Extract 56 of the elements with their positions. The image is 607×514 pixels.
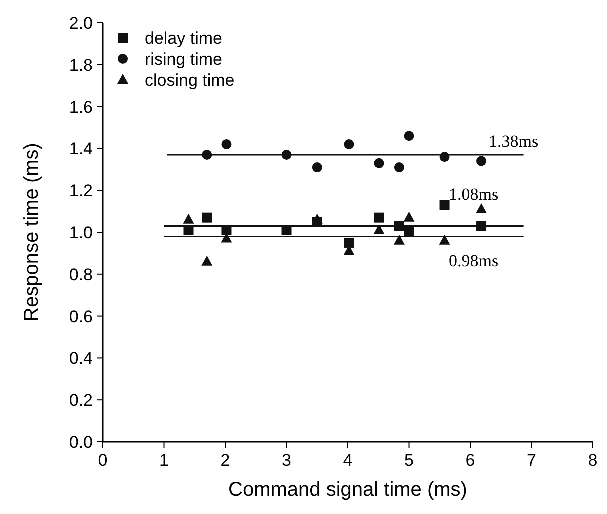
x-tick-label: 3	[282, 451, 292, 470]
point	[184, 225, 194, 236]
point	[374, 224, 385, 234]
y-tick-label: 1.2	[69, 182, 93, 201]
y-axis-title: Response time (ms)	[21, 143, 43, 322]
point	[404, 212, 415, 222]
point	[440, 200, 450, 210]
point	[202, 150, 212, 160]
point	[439, 234, 450, 245]
y-tick-label: 0.6	[69, 307, 93, 326]
point	[394, 221, 404, 232]
annotation: 1.38ms	[488, 132, 539, 151]
legend-label: rising time	[145, 50, 222, 69]
point	[394, 162, 404, 173]
point	[344, 140, 354, 150]
y-tick-label: 2.0	[69, 14, 93, 33]
point	[404, 131, 414, 142]
x-tick-label: 4	[343, 451, 353, 470]
y-tick-label: 1.8	[69, 56, 93, 75]
point	[394, 234, 405, 245]
point	[312, 217, 322, 228]
y-tick-label: 1.0	[69, 224, 93, 242]
x-tick-label: 1	[160, 451, 169, 470]
point	[282, 225, 292, 236]
y-tick-label: 0.4	[69, 349, 93, 368]
legend-label: closing time	[145, 71, 235, 90]
y-tick-label: 1.6	[69, 98, 93, 117]
point	[374, 212, 384, 223]
point	[344, 238, 354, 248]
y-tick-label: 0.8	[69, 265, 93, 284]
x-tick-label: 0	[98, 451, 108, 470]
y-tick-label: 0.0	[69, 433, 93, 452]
x-axis-title: Command signal time (ms)	[228, 479, 468, 501]
annotation: 0.98ms	[448, 252, 499, 271]
point	[476, 203, 488, 214]
point	[183, 214, 194, 224]
point	[374, 158, 384, 168]
x-tick-label: 7	[527, 451, 536, 470]
point	[282, 150, 292, 160]
point	[440, 152, 450, 162]
x-tick-label: 5	[404, 451, 414, 470]
point	[222, 140, 232, 150]
point	[202, 212, 212, 223]
annotation: 1.08ms	[448, 185, 499, 204]
legend-label: delay time	[145, 29, 222, 48]
point	[222, 225, 232, 236]
x-tick-label: 2	[220, 451, 230, 470]
point	[312, 162, 322, 173]
point	[476, 156, 487, 166]
point	[404, 228, 414, 238]
y-tick-label: 1.4	[69, 140, 93, 159]
point	[476, 221, 487, 232]
x-tick-label: 8	[588, 451, 598, 470]
y-tick-label: 0.2	[69, 391, 93, 410]
x-tick-label: 6	[466, 451, 476, 470]
point	[202, 256, 213, 266]
